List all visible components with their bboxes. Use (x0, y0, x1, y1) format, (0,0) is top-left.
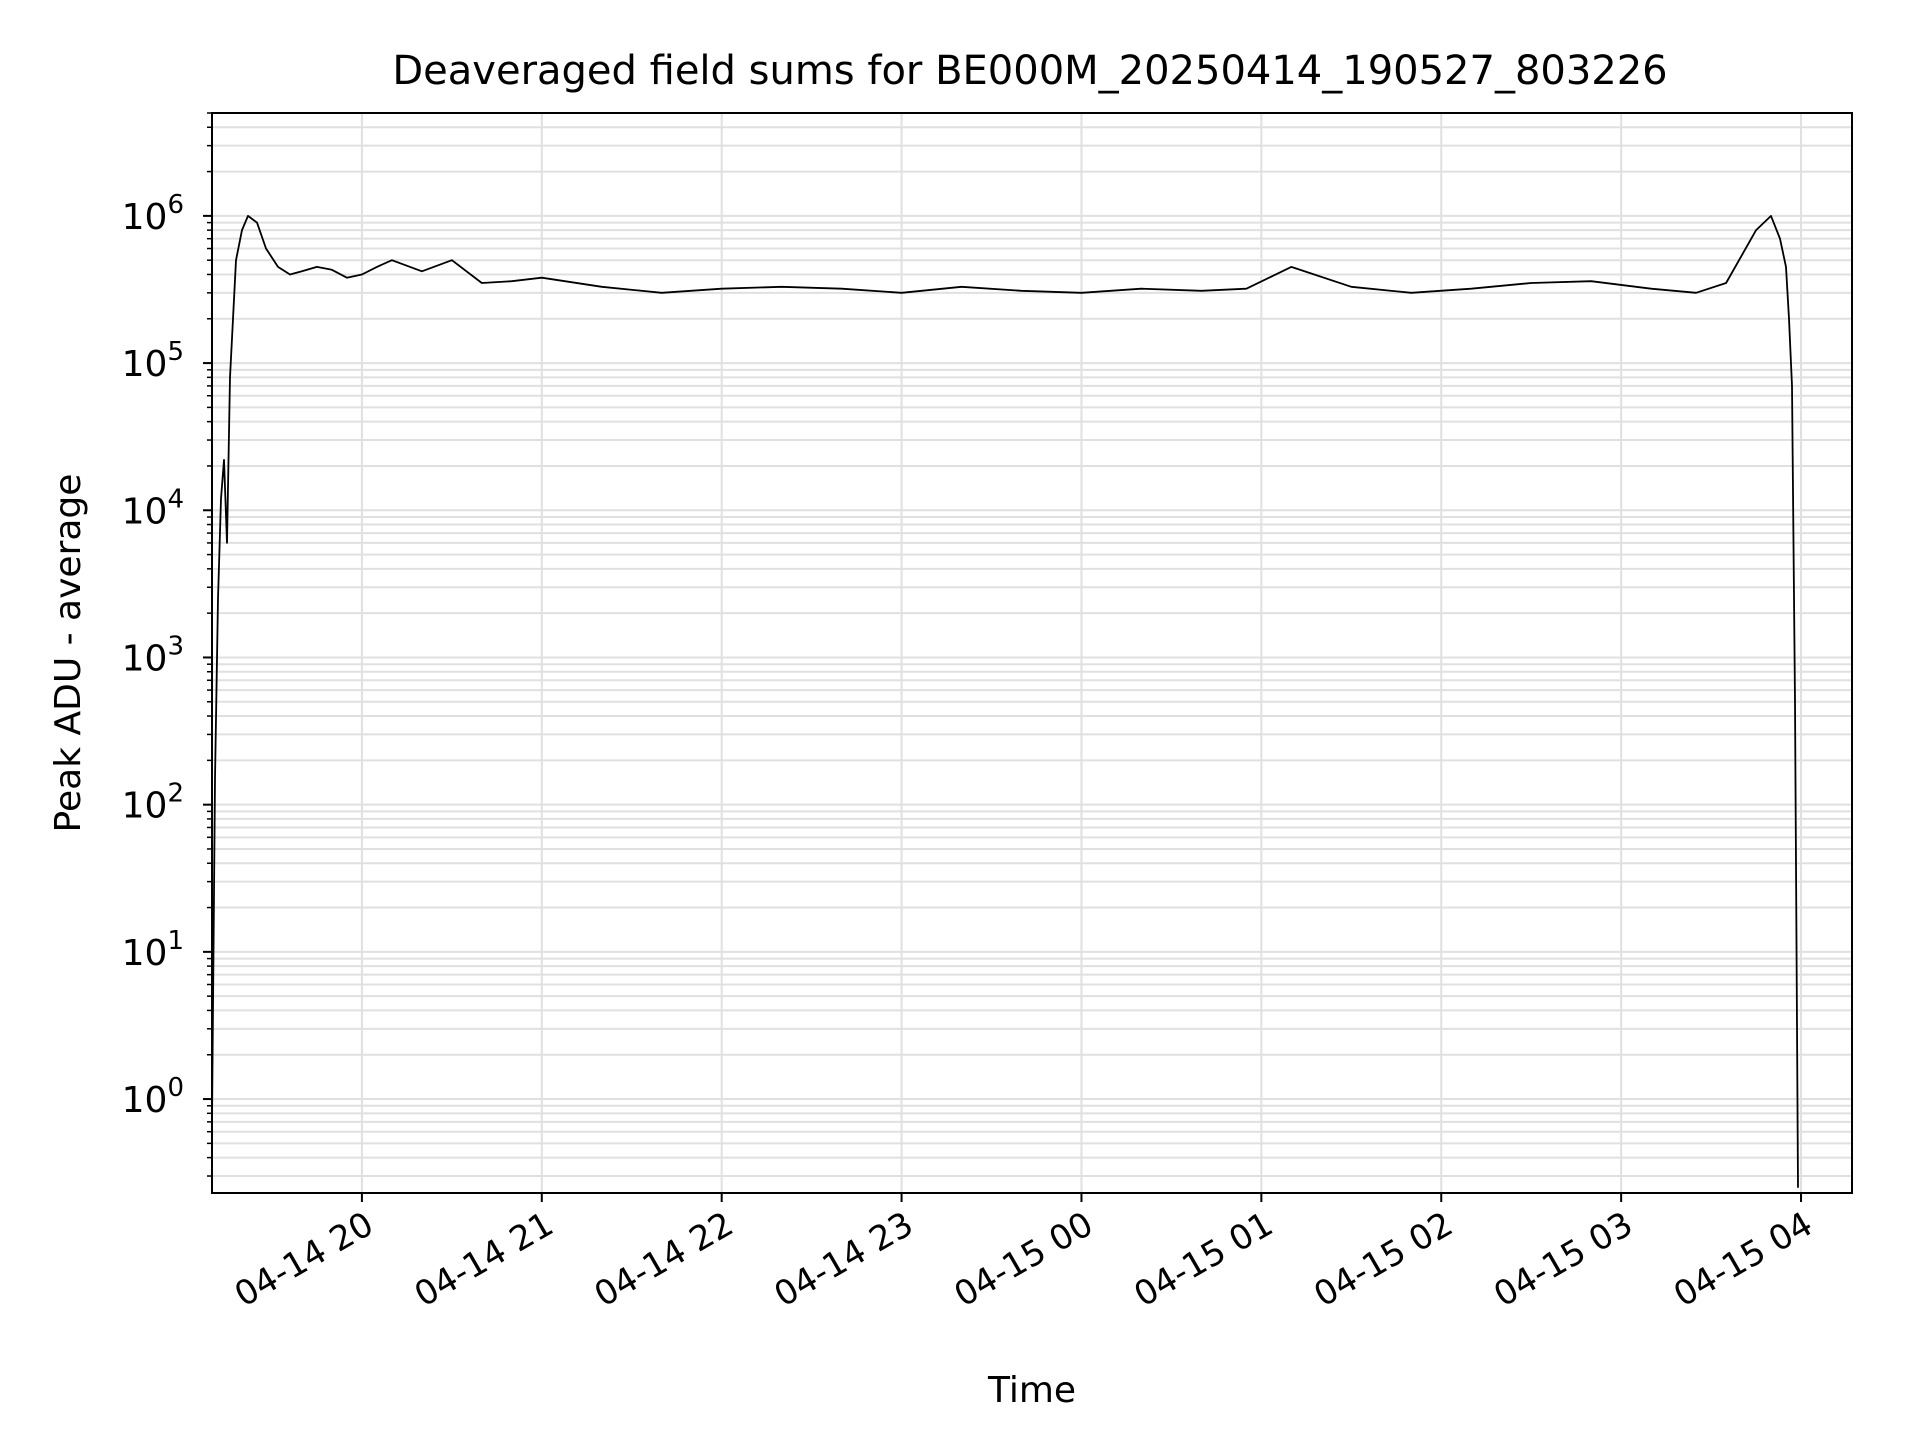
x-axis-label: Time (987, 1370, 1076, 1411)
y-tick-exponent: 4 (167, 484, 184, 514)
plot-frame (211, 112, 1853, 1194)
y-tick-label: 102 (122, 779, 184, 827)
y-tick-exponent: 6 (167, 190, 184, 220)
y-tick-base: 10 (122, 1080, 168, 1121)
y-tick-label: 105 (122, 337, 184, 385)
series-line-0 (211, 214, 1799, 1188)
y-axis-label: Peak ADU - average (48, 474, 89, 833)
y-tick-exponent: 2 (167, 779, 184, 809)
y-tick-base: 10 (122, 933, 168, 974)
y-tick-base: 10 (122, 344, 168, 385)
y-tick-exponent: 1 (167, 926, 184, 956)
y-tick-exponent: 0 (167, 1073, 184, 1103)
y-tick-base: 10 (122, 491, 168, 532)
y-tick-label: 100 (122, 1073, 184, 1121)
chart-title: Deaveraged field sums for BE000M_2025041… (392, 48, 1667, 94)
series-layer (211, 214, 1799, 1188)
y-tick-label: 106 (122, 190, 184, 238)
y-tick-exponent: 5 (167, 337, 184, 367)
y-tick-label: 104 (122, 484, 184, 532)
grid-layer (212, 112, 1852, 1193)
y-tick-base: 10 (122, 638, 168, 679)
y-tick-label: 103 (122, 631, 184, 679)
y-tick-base: 10 (122, 786, 168, 827)
y-tick-base: 10 (122, 197, 168, 238)
y-tick-label: 101 (122, 926, 184, 974)
y-tick-exponent: 3 (167, 631, 184, 661)
